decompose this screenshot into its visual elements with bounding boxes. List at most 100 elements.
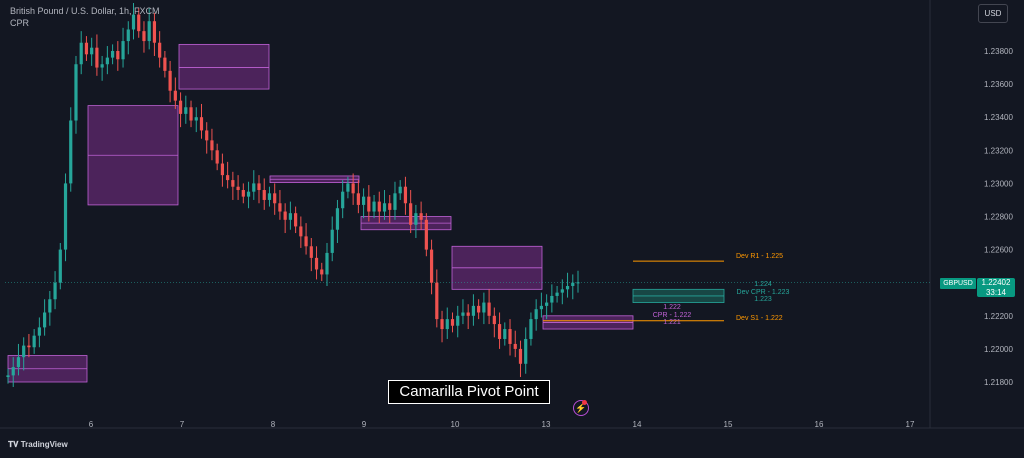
candle-body [456,315,460,326]
current-price: 1.22402 [981,278,1011,287]
dev-s1-label: Dev S1 - 1.222 [736,315,783,322]
candle-body [53,282,57,300]
x-tick-label: 14 [633,420,642,429]
candle-body [492,315,496,325]
candle-body [419,213,423,220]
candle-body [424,219,428,250]
y-tick-label: 1.23400 [984,113,1013,122]
candle-body [178,100,183,114]
candle-body [32,335,36,348]
notification-dot [582,400,587,405]
x-tick-label: 9 [362,420,367,429]
candle-body [74,64,78,121]
x-tick-label: 7 [180,420,185,429]
candle-body [529,319,533,339]
candle-body [351,183,355,194]
candle-body [335,208,340,230]
candle-body [27,345,31,348]
candle-body [110,51,115,58]
candle-body [257,183,261,191]
candle-body [199,117,204,131]
candle-body [267,193,272,200]
candle-body [220,163,225,176]
indicator-label[interactable]: CPR [10,18,30,28]
dev-cpr-label: 1.224 [754,281,772,288]
candle-body [388,203,392,210]
candle-body [477,305,481,313]
lightning-icon[interactable]: ⚡ [573,400,589,416]
y-tick-label: 1.23800 [984,47,1013,56]
candle-body [409,203,413,225]
y-tick-label: 1.23200 [984,146,1013,155]
candle-body [471,305,476,316]
candle-body [398,186,402,194]
brand-label: TradingView [20,440,68,449]
candle-body [503,329,507,339]
candle-body [58,249,62,283]
candle-body [84,42,89,55]
candle-body [466,312,470,316]
candle-body [414,213,418,225]
candle-body [63,183,68,250]
y-tick-label: 1.22000 [984,345,1013,354]
candle-body [356,193,360,205]
candle-body [487,302,491,316]
candle-body [545,302,549,306]
candle-body [346,183,350,192]
dev-cpr-label: Dev CPR - 1.223 [737,289,790,296]
candle-body [393,193,397,210]
candle-body [262,190,266,200]
candle-body [304,236,308,247]
candle-body [435,282,439,320]
candle-body [137,14,141,32]
symbol-tag: GBPUSD [940,278,976,289]
y-tick-label: 1.22600 [984,246,1013,255]
candle-body [131,14,136,30]
current-price-badge: 1.22402 33:14 [977,278,1015,297]
candle-body [367,196,371,212]
chart-title: British Pound / U.S. Dollar, 1h, FXCM [10,6,160,16]
candle-body [210,140,214,151]
candle-body [168,70,172,91]
candle-body [152,21,157,43]
candle-body [482,302,486,313]
candle-body [126,29,130,42]
candle-body [95,47,99,68]
candle-body [309,246,313,258]
candle-body [403,186,408,204]
candle-body [79,42,83,65]
candle-body [189,107,193,121]
candle-body [518,348,523,364]
candle-body [299,226,303,237]
x-tick-label: 17 [906,420,915,429]
candle-body [43,312,47,328]
x-tick-label: 6 [89,420,94,429]
candle-body [560,289,564,293]
candle-body [90,47,94,55]
candle-body [576,282,580,284]
candle-body [440,319,444,330]
tradingview-logo[interactable]: 𝐓𝐕 TradingView [8,440,68,450]
dev-cpr-label: 1.223 [754,296,772,303]
currency-button[interactable]: USD [978,4,1008,23]
candle-body [508,329,512,344]
candle-body [524,338,528,364]
candle-body [294,213,298,227]
candle-body [226,175,230,181]
candle-body [341,191,345,209]
candle-body [22,345,26,358]
candle-body [273,193,277,204]
x-tick-label: 13 [542,420,551,429]
cpr-label: 1.221 [663,319,681,326]
y-tick-label: 1.23000 [984,179,1013,188]
bar-countdown: 33:14 [985,287,1007,297]
candle-body [241,190,245,197]
candle-body [205,130,209,141]
candle-body [283,211,287,220]
candle-body [314,257,319,270]
candle-body [330,229,334,253]
candle-body [450,319,455,326]
candle-body [69,120,73,184]
candle-body [100,64,104,68]
